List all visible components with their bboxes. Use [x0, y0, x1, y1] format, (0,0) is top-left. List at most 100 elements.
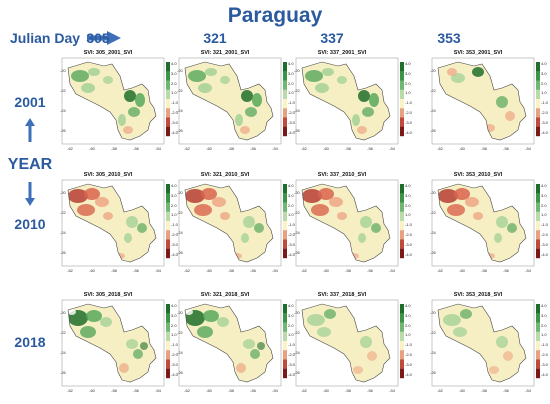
- panel-title: SVI: 337_2010_SVI: [317, 172, 367, 178]
- colorbar-segment: [283, 239, 287, 249]
- colorbar-tick-label: -4.0: [541, 371, 548, 377]
- colorbar-segment: [536, 313, 540, 323]
- svi-region: [135, 93, 145, 107]
- svi-region: [352, 114, 360, 126]
- colorbar-tick-label: -3.0: [541, 119, 548, 125]
- colorbar-tick-label: -3.0: [171, 361, 178, 367]
- svi-region: [362, 107, 374, 117]
- x-tick-label: -60: [89, 146, 95, 151]
- svi-region: [68, 309, 76, 315]
- colorbar-segment: [536, 221, 540, 231]
- colorbar-tick-label: 1.0: [288, 90, 294, 96]
- colorbar-segment: [400, 341, 404, 351]
- y-tick-label: -20: [177, 68, 183, 73]
- svi-region: [447, 68, 457, 76]
- svi-region: [460, 309, 472, 319]
- colorbar-tick-label: -3.0: [541, 241, 548, 247]
- y-tick-label: -24: [430, 350, 436, 355]
- x-tick-label: -56: [250, 268, 256, 273]
- colorbar-segment: [400, 239, 404, 249]
- y-tick-label: -22: [294, 330, 300, 335]
- x-tick-label: -62: [184, 146, 190, 151]
- svi-region: [369, 93, 379, 107]
- colorbar-segment: [536, 62, 540, 72]
- colorbar-tick-label: 4.0: [171, 183, 177, 188]
- svi-region: [358, 233, 366, 243]
- panel-title: SVI: 321_2018_SVI: [200, 292, 250, 298]
- svi-region: [302, 189, 322, 203]
- x-tick-label: -60: [206, 146, 212, 151]
- svi-region: [95, 197, 109, 207]
- y-tick-label: -24: [294, 108, 300, 113]
- colorbar-tick-label: -2.0: [541, 352, 548, 357]
- y-tick-label: -22: [60, 88, 66, 93]
- svi-region: [100, 317, 112, 327]
- svi-region: [254, 223, 264, 233]
- y-tick-label: -26: [294, 128, 300, 133]
- y-tick-label: -26: [430, 250, 436, 255]
- svi-region: [472, 67, 484, 77]
- svi-map: [61, 57, 170, 145]
- y-tick-label: -22: [60, 210, 66, 215]
- x-tick-label: -62: [67, 268, 73, 273]
- svi-region: [358, 90, 370, 102]
- svi-region: [443, 314, 461, 326]
- colorbar-tick-label: 3.0: [541, 192, 547, 198]
- colorbar-tick-label: 4.0: [541, 303, 547, 308]
- svi-map: [178, 57, 287, 145]
- colorbar-segment: [166, 248, 170, 259]
- svi-region: [337, 76, 347, 84]
- colorbar-tick-label: 2.0: [405, 80, 411, 86]
- colorbar-tick-label: -2.0: [288, 232, 295, 237]
- y-tick-label: -22: [430, 88, 436, 93]
- colorbar-segment: [400, 71, 404, 81]
- svi-region: [329, 197, 343, 207]
- year-axis-label: YEAR: [7, 156, 53, 173]
- map-panel: SVI: 305_2010_SVI 4.0 3.0 2.0 1.0 -1.0 -2.0 -3.…: [58, 172, 178, 276]
- country-shape: [68, 184, 156, 262]
- up-arrow-icon: [25, 118, 35, 142]
- svi-region: [88, 68, 100, 76]
- y-tick-label: -20: [60, 68, 66, 73]
- country-shape: [185, 304, 273, 382]
- colorbar-segment: [536, 341, 540, 351]
- colorbar-tick-label: 3.0: [171, 312, 177, 318]
- y-tick-label: -26: [60, 370, 66, 375]
- country-border: [184, 303, 274, 383]
- svi-region: [185, 189, 205, 203]
- colorbar-tick-label: 1.0: [288, 332, 294, 338]
- colorbar-segment: [283, 99, 287, 109]
- colorbar-tick-label: 1.0: [171, 332, 177, 338]
- svi-region: [453, 327, 467, 337]
- x-tick-label: -60: [89, 388, 95, 393]
- svi-region: [126, 216, 138, 228]
- y-tick-label: -26: [294, 370, 300, 375]
- colorbar-tick-label: -2.0: [405, 110, 412, 115]
- map-panel: SVI: 305_2018_SVI 4.0 3.0 2.0 1.0 -1.0 -2.0 -3.…: [58, 292, 178, 396]
- country-border: [184, 61, 274, 141]
- colorbar-segment: [166, 62, 170, 72]
- panel-title: SVI: 305_2010_SVI: [83, 172, 133, 178]
- svi-region: [243, 216, 255, 228]
- panel-title: SVI: 353_2001_SVI: [453, 50, 503, 56]
- svi-region: [315, 83, 329, 93]
- svi-region: [240, 126, 250, 134]
- x-tick-label: -58: [345, 146, 351, 151]
- colorbar-segment: [166, 80, 170, 90]
- y-tick-label: -22: [294, 88, 300, 93]
- x-tick-label: -54: [389, 388, 395, 393]
- colorbar-segment: [400, 99, 404, 109]
- colorbar-segment: [166, 193, 170, 203]
- panel-title: SVI: 321_2010_SVI: [200, 172, 250, 178]
- colorbar-tick-label: 2.0: [405, 322, 411, 328]
- colorbar-segment: [400, 108, 404, 118]
- colorbar-segment: [283, 62, 287, 72]
- country-border: [301, 183, 391, 263]
- svi-map: [431, 179, 540, 267]
- y-tick-label: -22: [430, 210, 436, 215]
- svi-map: [431, 299, 540, 387]
- colorbar-segment: [283, 108, 287, 118]
- country-shape: [302, 62, 390, 140]
- colorbar-tick-label: 2.0: [541, 80, 547, 86]
- country-border: [67, 61, 157, 141]
